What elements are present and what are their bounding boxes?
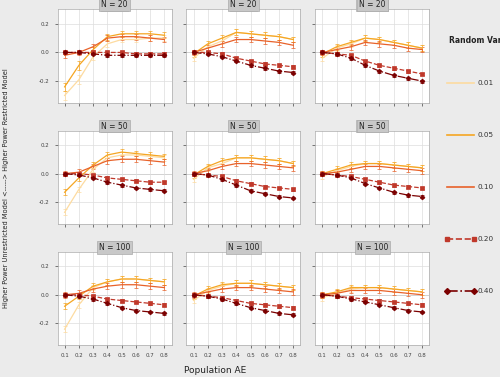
Text: t = 50: t = 50	[232, 0, 256, 9]
Title: N = 100: N = 100	[99, 243, 130, 252]
Text: 0.20: 0.20	[477, 236, 493, 242]
Title: N = 50: N = 50	[359, 121, 386, 130]
Text: t = 50: t = 50	[232, 122, 256, 130]
Text: t = 20: t = 20	[102, 243, 126, 252]
Text: t = 100: t = 100	[358, 243, 386, 252]
Text: Higher Power Unrestricted Model <-----> Higher Power Restricted Model: Higher Power Unrestricted Model <-----> …	[3, 69, 9, 308]
Title: N = 100: N = 100	[356, 243, 388, 252]
Title: N = 100: N = 100	[228, 243, 259, 252]
Text: 0.05: 0.05	[477, 132, 493, 138]
Text: t = 100: t = 100	[358, 122, 386, 130]
Text: Population AE: Population AE	[184, 366, 246, 375]
Text: t = 20: t = 20	[102, 122, 126, 130]
Title: N = 20: N = 20	[102, 0, 128, 9]
Text: Random Variance AE: Random Variance AE	[448, 36, 500, 45]
Title: N = 50: N = 50	[101, 121, 128, 130]
Text: 0.10: 0.10	[477, 184, 493, 190]
Title: N = 20: N = 20	[230, 0, 256, 9]
Text: 0.01: 0.01	[477, 80, 493, 86]
Text: 0.40: 0.40	[477, 288, 493, 294]
Title: N = 20: N = 20	[359, 0, 386, 9]
Text: t = 20: t = 20	[102, 0, 126, 9]
Title: N = 50: N = 50	[230, 121, 257, 130]
Text: t = 50: t = 50	[232, 243, 256, 252]
Text: t = 100: t = 100	[358, 0, 386, 9]
